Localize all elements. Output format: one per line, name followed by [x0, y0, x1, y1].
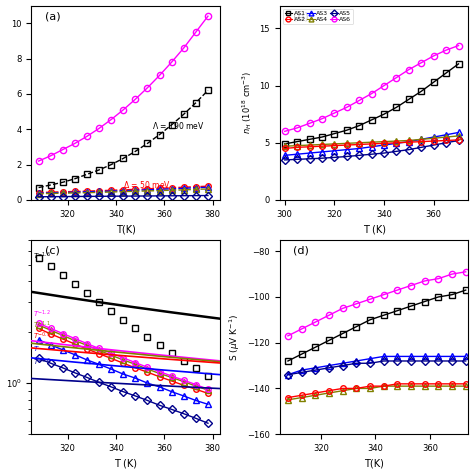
Text: $T^{-0.9}$: $T^{-0.9}$: [33, 331, 51, 342]
Text: $T^{-1.6}$: $T^{-1.6}$: [33, 250, 51, 262]
Text: $T^{-1.1}$: $T^{-1.1}$: [33, 319, 51, 331]
Text: (b): (b): [293, 11, 309, 21]
Text: $\Lambda$ = 190 meV: $\Lambda$ = 190 meV: [152, 120, 205, 131]
X-axis label: T(K): T(K): [364, 458, 384, 468]
X-axis label: T(K): T(K): [116, 224, 136, 234]
Text: (c): (c): [45, 246, 59, 255]
Text: $T^{-0.6}$: $T^{-0.6}$: [33, 357, 51, 368]
Text: (d): (d): [293, 246, 309, 255]
Text: $\Delta$ = 50 meV: $\Delta$ = 50 meV: [123, 179, 171, 190]
Y-axis label: $n_H$ ($10^{18}$ cm$^{-3}$): $n_H$ ($10^{18}$ cm$^{-3}$): [240, 71, 254, 135]
Legend: AS1, AS2, AS3, AS4, AS5, AS6: AS1, AS2, AS3, AS4, AS5, AS6: [283, 9, 353, 24]
Y-axis label: S ($\mu$V K$^{-1}$): S ($\mu$V K$^{-1}$): [227, 313, 242, 361]
Text: $T^{-1.2}$: $T^{-1.2}$: [33, 308, 50, 319]
X-axis label: T (K): T (K): [363, 224, 385, 234]
Text: $T$: $T$: [33, 344, 39, 353]
X-axis label: T (K): T (K): [114, 458, 137, 468]
Text: (a): (a): [45, 11, 60, 21]
